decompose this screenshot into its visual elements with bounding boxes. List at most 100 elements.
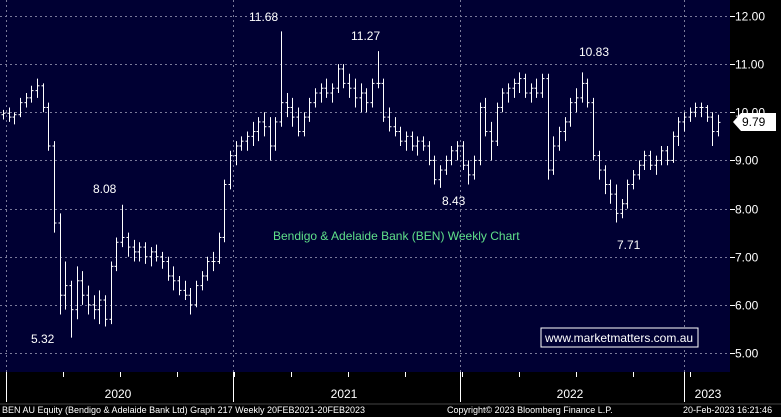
ohlc-bar <box>585 78 590 108</box>
ohlc-bar <box>546 73 551 180</box>
ohlc-bar <box>444 155 449 175</box>
ohlc-bar <box>52 141 57 233</box>
price-annotation: 8.08 <box>93 182 117 196</box>
ohlc-bar <box>268 117 273 161</box>
ohlc-bar <box>387 107 392 132</box>
last-price-label: 9.79 <box>742 115 766 129</box>
ohlc-bar <box>534 78 539 98</box>
ohlc-bar <box>614 184 619 223</box>
ohlc-bar <box>705 105 710 122</box>
chart-title: Bendigo & Adelaide Bank (BEN) Weekly Cha… <box>273 229 520 243</box>
ohlc-bar <box>97 290 102 325</box>
price-annotation: 11.27 <box>351 29 380 43</box>
x-axis-ticks: 2020 2021 2022 2023 <box>6 372 722 402</box>
ohlc-bar <box>177 275 182 296</box>
ohlc-bar <box>132 239 137 262</box>
ohlc-bar <box>188 288 193 315</box>
ohlc-bar <box>41 83 46 113</box>
ohlc-bar <box>245 131 250 151</box>
ohlc-bar <box>370 78 375 108</box>
ohlc-bar <box>211 251 216 272</box>
ohlc-bar <box>665 145 670 166</box>
ohlc-bar <box>415 136 420 156</box>
y-tick-label: 11.00 <box>735 58 764 72</box>
ohlc-bar <box>319 83 324 103</box>
ohlc-bar <box>194 280 199 308</box>
ohlc-bar <box>24 93 29 108</box>
ohlc-bar <box>336 64 341 94</box>
ohlc-bar <box>551 136 556 175</box>
ohlc-bar <box>279 31 284 127</box>
ohlc-bar <box>29 85 34 103</box>
ohlc-bar <box>654 155 659 175</box>
ohlc-bar <box>359 83 364 113</box>
ohlc-bar <box>495 102 500 146</box>
ohlc-bar <box>114 237 119 272</box>
ohlc-bar <box>166 256 171 281</box>
ohlc-bar <box>364 88 369 113</box>
ohlc-bars <box>1 31 721 338</box>
ohlc-bar <box>234 141 239 166</box>
x-tick-label: 2021 <box>331 387 358 401</box>
ohlc-bar <box>438 165 443 188</box>
ohlc-bar <box>631 170 636 190</box>
ohlc-bar <box>597 150 602 180</box>
ohlc-bar <box>580 72 585 103</box>
ohlc-bar <box>483 97 488 137</box>
y-axis-panel <box>730 0 781 372</box>
ohlc-bar <box>103 295 108 327</box>
ohlc-bar <box>461 141 466 171</box>
ohlc-bar <box>523 73 528 98</box>
ohlc-bar <box>449 145 454 166</box>
ohlc-bar <box>18 97 23 118</box>
price-annotation: 5.32 <box>31 332 55 346</box>
y-tick-label: 9.00 <box>735 154 759 168</box>
last-price-tag <box>733 113 776 131</box>
ohlc-bar <box>517 72 522 94</box>
price-annotation: 8.43 <box>442 194 466 208</box>
ohlc-bar <box>69 280 74 338</box>
ohlc-bar <box>688 107 693 122</box>
ohlc-bar <box>262 112 267 137</box>
ohlc-bar <box>716 114 721 137</box>
ohlc-bar <box>200 271 205 291</box>
ohlc-bar <box>251 121 256 146</box>
ohlc-bar <box>12 112 17 125</box>
price-annotation: 7.71 <box>617 238 641 252</box>
ohlc-bar <box>120 204 125 248</box>
ohlc-bar <box>432 155 437 185</box>
ohlc-bar <box>347 73 352 98</box>
ohlc-bar <box>557 126 562 151</box>
ohlc-bar <box>353 78 358 108</box>
footer-timestamp: 20-Feb-2023 16:21:46 <box>683 405 772 415</box>
ohlc-bar <box>500 88 505 113</box>
ohlc-bar <box>625 179 630 209</box>
y-tick-label: 12.00 <box>735 10 765 24</box>
ohlc-bar <box>620 198 625 219</box>
ohlc-bar <box>563 117 568 142</box>
ohlc-bar <box>307 97 312 122</box>
ohlc-bar <box>642 150 647 171</box>
ohlc-bar <box>676 117 681 146</box>
y-tick-label: 7.00 <box>735 251 759 265</box>
ohlc-bar <box>699 102 704 118</box>
ohlc-bar <box>63 261 68 310</box>
ohlc-bar <box>273 117 278 151</box>
ohlc-bar <box>302 112 307 137</box>
ohlc-bar <box>603 165 608 195</box>
ohlc-bar <box>330 83 335 103</box>
ohlc-bar <box>659 145 664 166</box>
ohlc-bar <box>574 88 579 113</box>
ohlc-bar <box>109 261 114 325</box>
ohlc-bar <box>376 51 381 89</box>
price-annotation: 11.68 <box>249 10 278 24</box>
ohlc-bar <box>46 102 51 151</box>
footer-copyright: Copyright© 2023 Bloomberg Finance L.P. <box>447 405 613 415</box>
ohlc-bar <box>228 150 233 190</box>
ohlc-bar <box>341 64 346 89</box>
ohlc-bar <box>710 112 715 146</box>
ohlc-bar <box>324 78 329 98</box>
x-tick-label: 2022 <box>557 387 584 401</box>
watermark-box <box>540 327 699 348</box>
ohlc-bar <box>35 78 40 98</box>
